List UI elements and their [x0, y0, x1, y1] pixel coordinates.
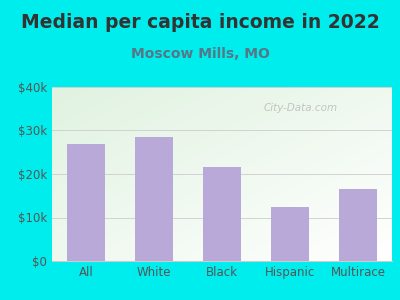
Text: City-Data.com: City-Data.com — [263, 103, 337, 113]
Bar — [203, 167, 241, 261]
Text: Moscow Mills, MO: Moscow Mills, MO — [130, 46, 270, 61]
Bar — [339, 189, 377, 261]
Bar — [135, 137, 173, 261]
Text: Median per capita income in 2022: Median per capita income in 2022 — [21, 14, 379, 32]
Bar — [67, 143, 105, 261]
Bar — [271, 207, 309, 261]
